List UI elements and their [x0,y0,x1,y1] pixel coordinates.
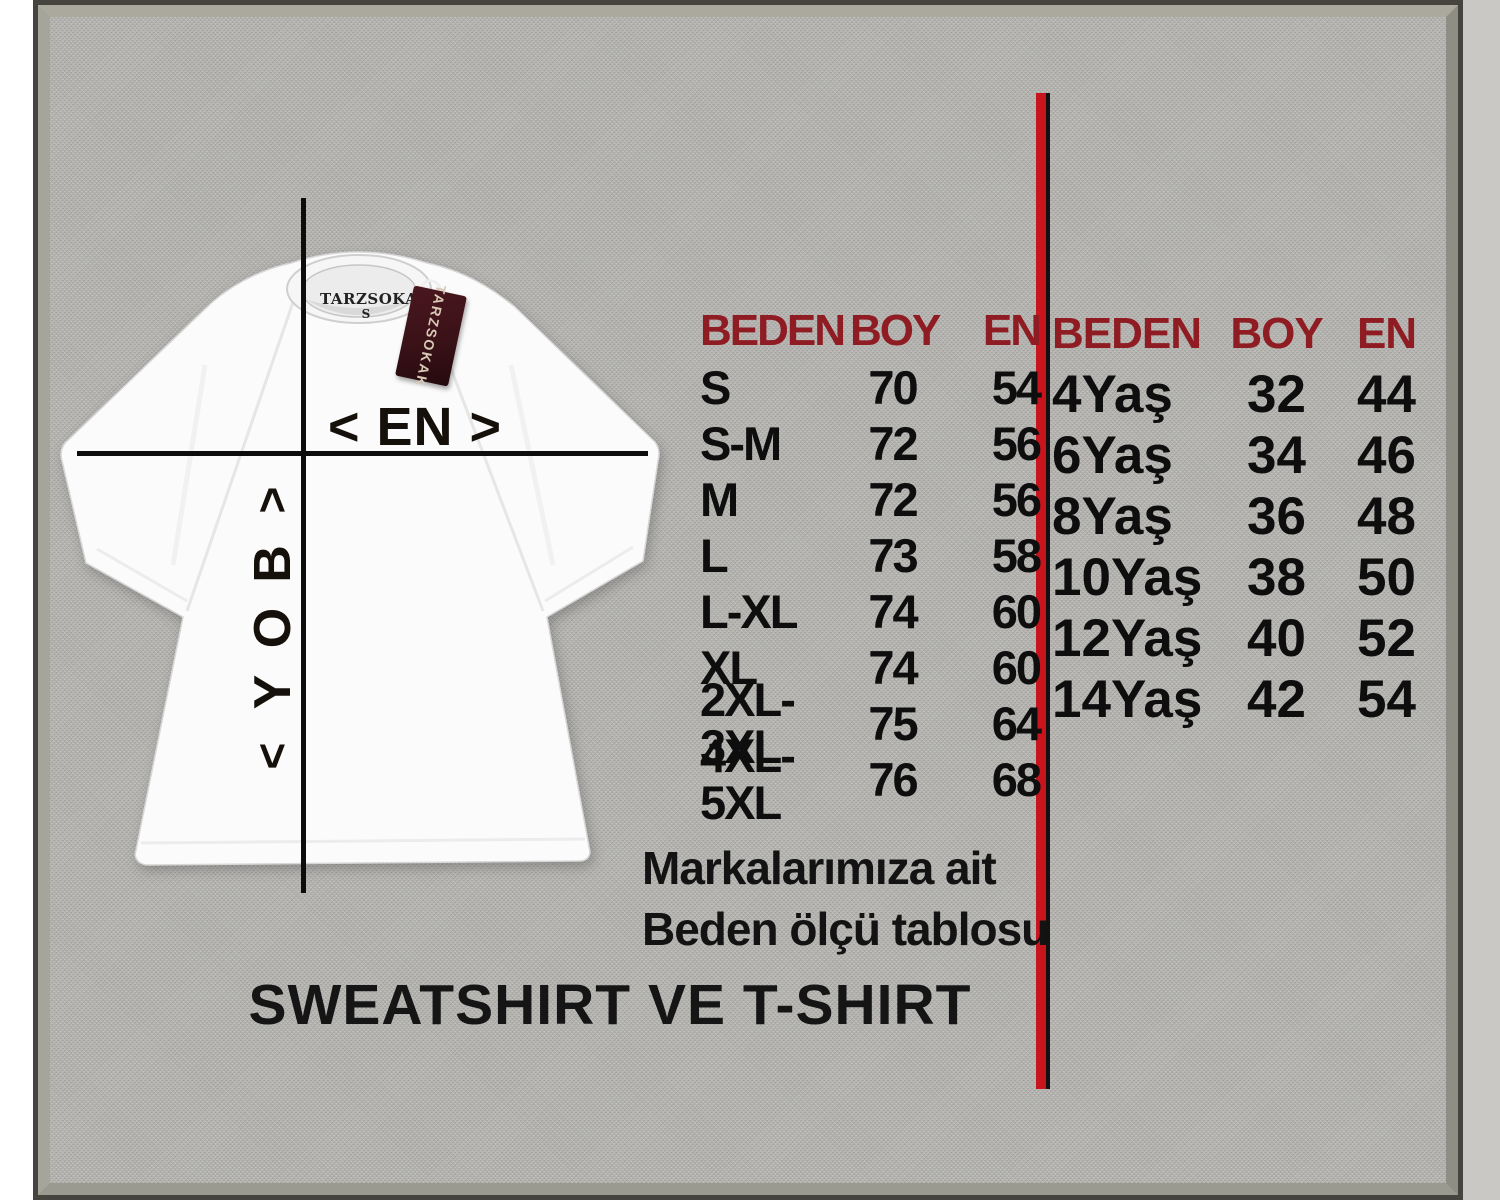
adult-size-table: BEDEN BOY EN S 70 54 S-M 72 56 M 72 56 L… [700,303,1042,827]
column-header-beden: BEDEN [1052,308,1202,358]
boy-cell: 38 [1247,548,1306,607]
en-cell: 56 [991,416,1042,470]
kids-size-table: BEDEN BOY EN 4Yaş 32 44 6Yaş 34 46 8Yaş … [1052,303,1444,730]
table-row: 4Yaş 32 44 [1052,364,1444,425]
en-cell: 44 [1357,365,1416,424]
length-label-boy: < B O Y > [244,468,302,788]
length-measure-line [301,198,306,893]
en-cell: 64 [991,696,1042,750]
cuff-line-left [96,547,188,603]
size-cell: 2XL-3XL [700,673,796,773]
en-cell: 48 [1357,487,1416,546]
boy-cell: 36 [1247,487,1306,546]
table-row: 6Yaş 34 46 [1052,425,1444,486]
en-cell: 56 [991,472,1042,526]
en-cell: 46 [1357,426,1416,485]
en-cell: 58 [991,528,1042,582]
brand-note: Markalarımıza ait Beden ölçü tablosu [642,838,1049,960]
width-label-en: < EN > [327,397,503,457]
size-cell: 14Yaş [1052,670,1203,729]
en-cell: 60 [991,584,1042,638]
size-cell: S [700,360,731,414]
boy-letter-o: O [244,607,302,649]
table-row: 10Yaş 38 50 [1052,547,1444,608]
en-cell: 60 [991,640,1042,694]
table-row: L-XL 74 60 [700,583,1042,639]
table-row: 14Yaş 42 54 [1052,669,1444,730]
tshirt-image [60,251,660,866]
size-cell: L-XL [700,584,798,638]
boy-cell: 34 [1247,426,1306,485]
hem-line [140,837,586,845]
column-header-beden: BEDEN [700,306,846,355]
boy-arrow-top: < [247,486,299,514]
adult-table-header-row: BEDEN BOY EN [700,303,1042,359]
boy-letter-y: Y [244,674,302,710]
en-cell: 68 [991,752,1042,806]
table-row: L 73 58 [700,527,1042,583]
table-row: 12Yaş 40 52 [1052,608,1444,669]
column-header-en: EN [1356,308,1417,358]
table-row: XL 74 60 [700,639,1042,695]
boy-cell: 74 [868,640,918,694]
size-cell: M [700,472,739,526]
en-cell: 50 [1357,548,1416,607]
hang-tag-brand-text: TARZSOKAK [412,283,450,389]
boy-cell: 70 [868,360,918,414]
width-measure-line [77,451,648,456]
en-cell: 54 [1357,670,1416,729]
boy-cell: 42 [1247,670,1306,729]
size-cell: 12Yaş [1052,609,1203,668]
boy-cell: 75 [868,696,918,750]
tshirt-body [60,251,660,866]
size-cell: 4Yaş [1052,365,1173,424]
table-row: S-M 72 56 [700,415,1042,471]
column-header-boy: BOY [1230,308,1323,358]
raglan-seam-left [185,278,303,612]
collar-print: TARZSOKAK S [320,290,431,321]
en-cell: 54 [991,360,1042,414]
crease-left [170,364,208,566]
boy-cell: 74 [868,584,918,638]
table-row: S 70 54 [700,359,1042,415]
collar-shadow [305,299,413,315]
table-row: M 72 56 [700,471,1042,527]
black-divider-line [1046,93,1050,1089]
red-divider-line [1036,93,1046,1089]
kids-table-header-row: BEDEN BOY EN [1052,303,1444,364]
column-header-boy: BOY [850,306,941,355]
cuff-line-right [544,545,634,603]
outer-right-strip [1463,0,1500,1200]
boy-cell: 72 [868,416,918,470]
size-cell: S-M [700,416,782,470]
brand-note-line2: Beden ölçü tablosu [642,903,1049,955]
size-cell: XL [700,640,758,694]
table-row: 8Yaş 36 48 [1052,486,1444,547]
boy-cell: 76 [868,752,918,806]
column-header-en: EN [982,306,1042,355]
boy-cell: 73 [868,528,918,582]
size-cell: 10Yaş [1052,548,1203,607]
textured-panel [38,5,1458,1195]
boy-cell: 32 [1247,365,1306,424]
boy-cell: 72 [868,472,918,526]
boy-cell: 40 [1247,609,1306,668]
size-cell: 8Yaş [1052,487,1173,546]
collar-brand-text: TARZSOKAK [320,290,431,308]
brand-note-line1: Markalarımıza ait [642,842,997,894]
en-cell: 52 [1357,609,1416,668]
size-cell: 6Yaş [1052,426,1173,485]
crease-right [508,364,556,566]
collar-size-text: S [361,307,371,321]
table-row: 4XL-5XL 76 68 [700,732,1042,826]
size-cell: 4XL-5XL [700,729,796,829]
size-cell: L [700,528,729,582]
boy-arrow-bottom: > [247,742,299,770]
page-title: SWEATSHIRT VE T-SHIRT [248,973,972,1037]
table-row: 2XL-3XL 75 64 [700,676,1042,770]
boy-letter-b: B [244,545,302,583]
